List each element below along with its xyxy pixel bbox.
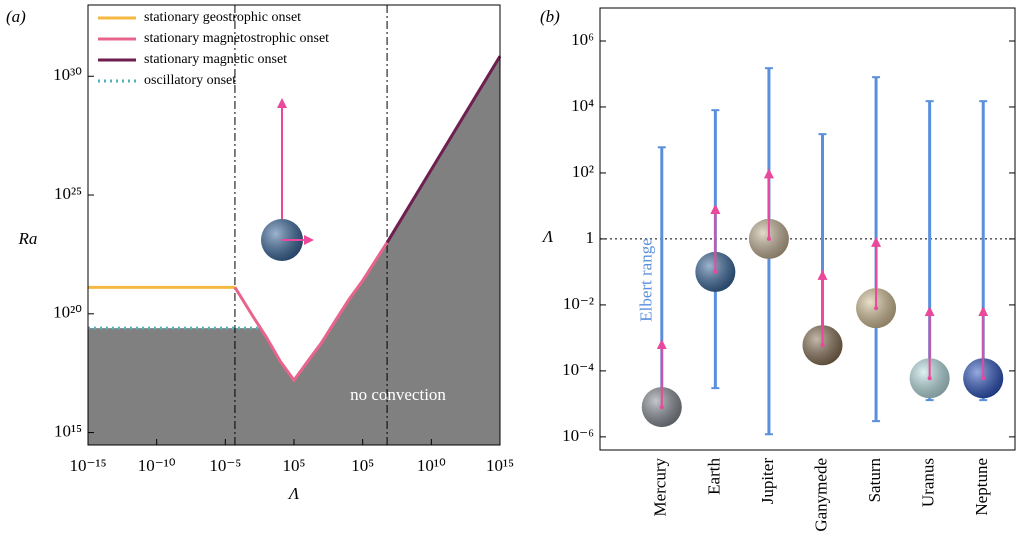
estimate-dot [981,376,986,381]
range-label: Elbert range [637,238,656,322]
no-convection-region [88,56,500,446]
x-tick-label: Jupiter [758,458,777,505]
y-tick-label: 10³⁰ [53,65,82,84]
legend-label: stationary magnetostrophic onset [144,31,329,46]
legend-label: stationary geostrophic onset [144,10,301,25]
x-tick-label: 10¹⁵ [486,456,514,475]
estimate-dot [713,269,718,274]
x-tick-label: 10⁻⁵ [209,456,241,475]
y-tick-label: 1 [586,228,595,247]
estimate-dot [927,376,932,381]
legend-label: oscillatory onset [144,73,236,88]
plot-frame [599,7,1016,451]
estimate-dot [820,343,825,348]
y-tick-label: 10⁴ [571,96,594,115]
legend-label: stationary magnetic onset [144,52,287,67]
y-tick-label: 10⁻⁴ [562,360,594,379]
x-tick-label: 10¹⁰ [417,456,446,475]
y-tick-label: 10¹⁵ [54,421,82,440]
x-tick-label: Neptune [972,458,991,516]
panel-label: (a) [6,7,26,26]
x-tick-label: Uranus [919,458,938,507]
y-axis-label: Ra [18,229,38,248]
x-tick-label: 10⁻¹⁵ [70,456,107,475]
y-tick-label: 10²⁵ [54,184,82,203]
region-label: no convection [350,385,446,404]
panel-a: no convection 10⁻¹⁵ 10⁻¹⁰ 10⁻⁵ 10⁵ 10⁵ 10¹⁰ 10¹… [53,4,514,475]
y-tick-label: 10² [572,162,594,181]
x-tick-label: 10⁵ [283,456,306,475]
y-tick-label: 10⁶ [571,30,594,49]
x-tick-label: 10⁻¹⁰ [138,456,176,475]
estimate-dot [659,405,664,410]
estimate-dot [766,236,771,241]
panel-label: (b) [540,7,560,26]
x-tick-label: Mercury [651,458,670,517]
x-tick-label: Ganymede [811,458,830,532]
y-tick-label: 10⁻² [563,294,594,313]
series-line [233,241,389,383]
y-axis-label: Λ [541,227,554,246]
x-tick-label: Earth [704,458,723,495]
x-tick-label: Saturn [865,458,884,503]
series-line [385,55,502,244]
x-axis-label: Λ [287,484,300,503]
y-tick-label: 10²⁰ [53,303,82,322]
estimate-dot [874,306,879,311]
y-tick-label: 10⁻⁶ [562,426,594,445]
x-tick-label: 10⁵ [351,456,374,475]
panel-b: Mercury Earth Jupiter Ganymede Saturn Uranus N… [562,7,1016,532]
